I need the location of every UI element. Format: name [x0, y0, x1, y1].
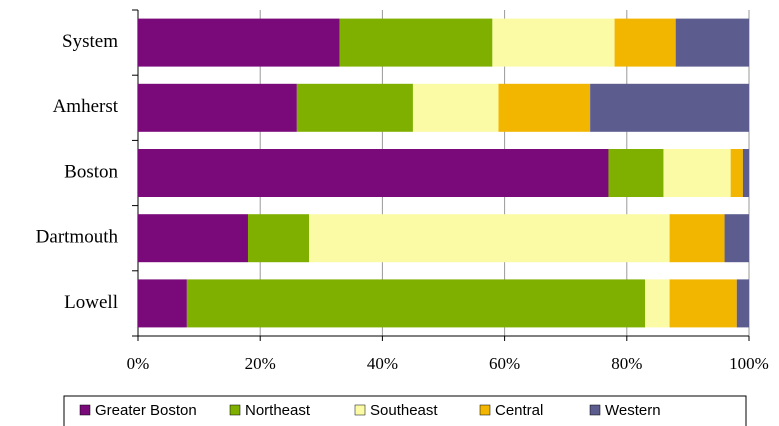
bar-segment [645, 279, 670, 328]
bar-segment [742, 149, 749, 197]
bar-segment [663, 149, 731, 197]
legend-label: Central [495, 402, 543, 419]
legend-swatch [229, 404, 241, 416]
y-tick-label: Amherst [53, 96, 119, 117]
bar-segment [736, 279, 749, 328]
bar-segment [138, 279, 187, 328]
legend-box [63, 395, 747, 426]
bar-segment [138, 18, 340, 67]
bar-segment [412, 83, 499, 132]
bar-segment [309, 214, 670, 263]
y-tick-label: Lowell [64, 292, 118, 313]
bar-segment [138, 83, 297, 132]
bar-segment [669, 214, 725, 263]
legend-swatch [479, 404, 491, 416]
x-tick-label: 0% [127, 354, 150, 373]
legend-label: Southeast [370, 402, 438, 419]
y-tick-label: System [62, 31, 118, 52]
bar-segment [675, 18, 749, 67]
legend-swatch [354, 404, 366, 416]
bar-segment [498, 83, 591, 132]
x-tick-label: 40% [367, 354, 398, 373]
bar-segment [608, 149, 664, 197]
bar-segment [730, 149, 743, 197]
bar-segment [296, 83, 413, 132]
legend-label: Greater Boston [95, 402, 197, 419]
bar-segment [138, 149, 609, 197]
x-tick-label: 60% [489, 354, 520, 373]
bar-segment [724, 214, 749, 263]
x-tick-label: 80% [611, 354, 642, 373]
bar-segment [590, 83, 749, 132]
legend-swatch [79, 404, 91, 416]
bar-segment [339, 18, 493, 67]
bar-segment [614, 18, 676, 67]
legend-label: Western [605, 402, 661, 419]
bar-segment [669, 279, 737, 328]
bar-segment [492, 18, 615, 67]
y-tick-label: Dartmouth [36, 227, 119, 248]
bar-segment [247, 214, 310, 263]
x-tick-label: 100% [729, 354, 769, 373]
x-tick-label: 20% [245, 354, 276, 373]
bar-segment [138, 214, 248, 263]
legend-label: Northeast [245, 402, 311, 419]
legend-swatch [589, 404, 601, 416]
y-tick-label: Boston [64, 161, 118, 182]
bar-segment [186, 279, 646, 328]
